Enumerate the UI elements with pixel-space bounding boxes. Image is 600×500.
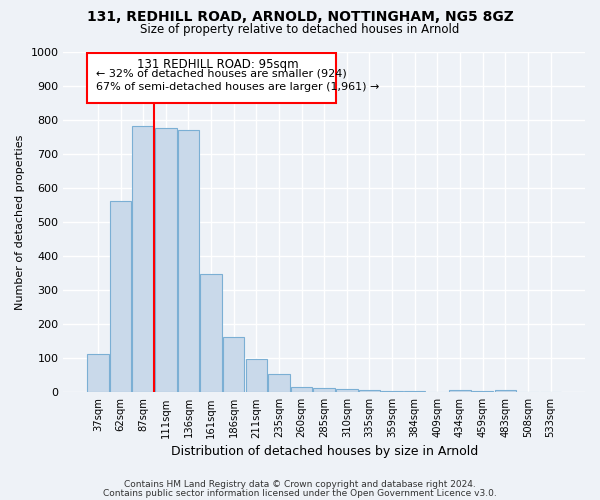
Y-axis label: Number of detached properties: Number of detached properties bbox=[15, 134, 25, 310]
Bar bbox=[87, 354, 109, 393]
Bar bbox=[223, 337, 244, 392]
X-axis label: Distribution of detached houses by size in Arnold: Distribution of detached houses by size … bbox=[170, 444, 478, 458]
Text: Size of property relative to detached houses in Arnold: Size of property relative to detached ho… bbox=[140, 22, 460, 36]
Text: 131, REDHILL ROAD, ARNOLD, NOTTINGHAM, NG5 8GZ: 131, REDHILL ROAD, ARNOLD, NOTTINGHAM, N… bbox=[86, 10, 514, 24]
Bar bbox=[359, 390, 380, 392]
Bar bbox=[245, 359, 267, 392]
Bar bbox=[133, 126, 154, 392]
Bar bbox=[382, 390, 403, 392]
Bar bbox=[155, 128, 176, 392]
Text: 67% of semi-detached houses are larger (1,961) →: 67% of semi-detached houses are larger (… bbox=[95, 82, 379, 92]
Text: ← 32% of detached houses are smaller (924): ← 32% of detached houses are smaller (92… bbox=[95, 68, 346, 78]
Bar bbox=[291, 387, 313, 392]
Bar bbox=[313, 388, 335, 392]
Text: Contains HM Land Registry data © Crown copyright and database right 2024.: Contains HM Land Registry data © Crown c… bbox=[124, 480, 476, 489]
Bar bbox=[336, 389, 358, 392]
Bar bbox=[110, 202, 131, 392]
Text: 131 REDHILL ROAD: 95sqm: 131 REDHILL ROAD: 95sqm bbox=[137, 58, 299, 71]
Text: Contains public sector information licensed under the Open Government Licence v3: Contains public sector information licen… bbox=[103, 488, 497, 498]
Bar bbox=[494, 390, 516, 392]
Bar bbox=[87, 53, 336, 104]
Bar bbox=[178, 130, 199, 392]
Bar bbox=[200, 274, 222, 392]
Bar bbox=[268, 374, 290, 392]
Bar bbox=[449, 390, 471, 392]
